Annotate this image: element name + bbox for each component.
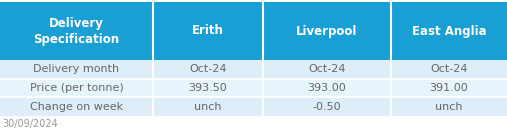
Text: 393.00: 393.00: [308, 83, 346, 93]
Text: East Anglia: East Anglia: [412, 25, 486, 37]
Bar: [391, 97, 507, 116]
Text: 391.00: 391.00: [429, 83, 468, 93]
Text: Liverpool: Liverpool: [296, 25, 357, 37]
Bar: [153, 60, 263, 79]
Text: unch: unch: [194, 102, 222, 112]
Text: 393.50: 393.50: [189, 83, 227, 93]
Text: Erith: Erith: [192, 25, 224, 37]
Text: Oct-24: Oct-24: [308, 64, 346, 74]
Bar: [153, 79, 263, 97]
Bar: [263, 79, 391, 97]
Bar: [391, 60, 507, 79]
Bar: [263, 97, 391, 116]
Bar: [153, 2, 263, 60]
Bar: [391, 2, 507, 60]
Bar: [0, 60, 153, 79]
Text: Oct-24: Oct-24: [430, 64, 468, 74]
Bar: [263, 60, 391, 79]
Text: Change on week: Change on week: [30, 102, 123, 112]
Text: Delivery
Specification: Delivery Specification: [33, 16, 120, 46]
Bar: [263, 2, 391, 60]
Bar: [153, 97, 263, 116]
Text: 30/09/2024: 30/09/2024: [2, 119, 58, 129]
Bar: [391, 79, 507, 97]
Text: -0.50: -0.50: [313, 102, 341, 112]
Text: Price (per tonne): Price (per tonne): [29, 83, 123, 93]
Bar: [0, 2, 153, 60]
Bar: [0, 97, 153, 116]
Text: unch: unch: [435, 102, 463, 112]
Text: Delivery month: Delivery month: [33, 64, 120, 74]
Text: Oct-24: Oct-24: [189, 64, 227, 74]
Bar: [0, 79, 153, 97]
